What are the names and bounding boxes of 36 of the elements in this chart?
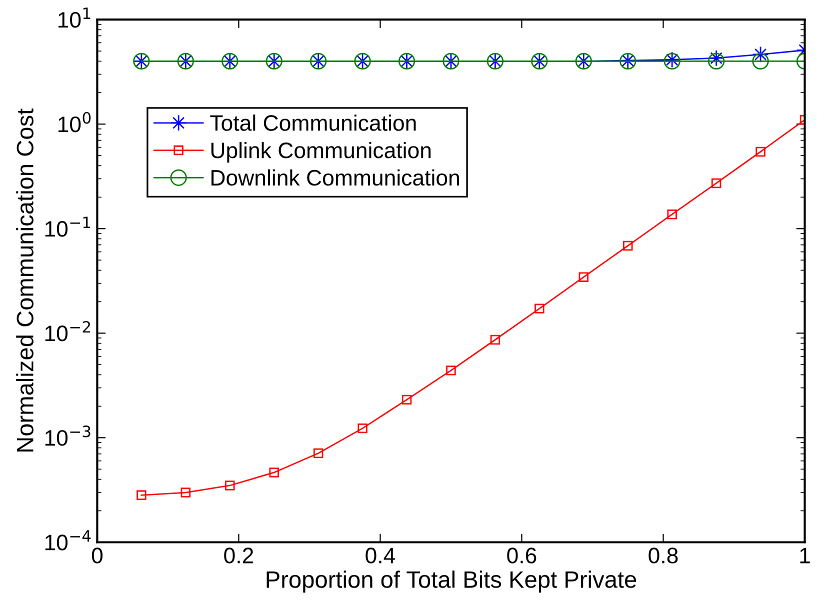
x-tick-label: 0.4 [366, 548, 396, 564]
point [490, 334, 500, 345]
point [358, 423, 368, 434]
point [752, 46, 769, 63]
y-tick-label: 10$^{−4}$ [45, 530, 91, 550]
point [534, 304, 544, 314]
x-axis-title: Proportion of Total Bits Kept Private [266, 570, 636, 593]
point [756, 146, 766, 157]
y-tick-label: 10$^{0}$ [58, 112, 91, 132]
point [225, 480, 235, 490]
point [269, 468, 279, 478]
point [708, 52, 725, 70]
y-tick-label: 10$^{−2}$ [45, 321, 90, 342]
x-tick-label: 0.6 [507, 548, 536, 564]
point [623, 240, 633, 251]
point [180, 488, 191, 498]
point [711, 178, 722, 188]
point [446, 366, 456, 376]
x-tick-label: 1 [800, 548, 810, 564]
x-tick-label: 0 [92, 548, 103, 564]
point [402, 394, 412, 405]
y-tick-label: 10$^{1}$ [58, 8, 90, 28]
legend-label: Downlink Communication [212, 169, 459, 186]
point [136, 490, 146, 500]
point [578, 272, 589, 282]
x-tick-label: 0.8 [648, 548, 678, 564]
y-tick-label: 10$^{−3}$ [45, 426, 90, 446]
x-tick-label: 0.2 [224, 548, 254, 564]
point [313, 448, 324, 458]
point [708, 50, 725, 66]
y-axis-title: Normalized Communication Cost [16, 108, 34, 452]
y-tick-label: 10$^{−1}$ [45, 216, 90, 237]
point [752, 52, 769, 70]
point [667, 209, 677, 220]
legend-label: Uplink Communication [211, 142, 431, 163]
legend-label: Total Communication [210, 114, 416, 131]
